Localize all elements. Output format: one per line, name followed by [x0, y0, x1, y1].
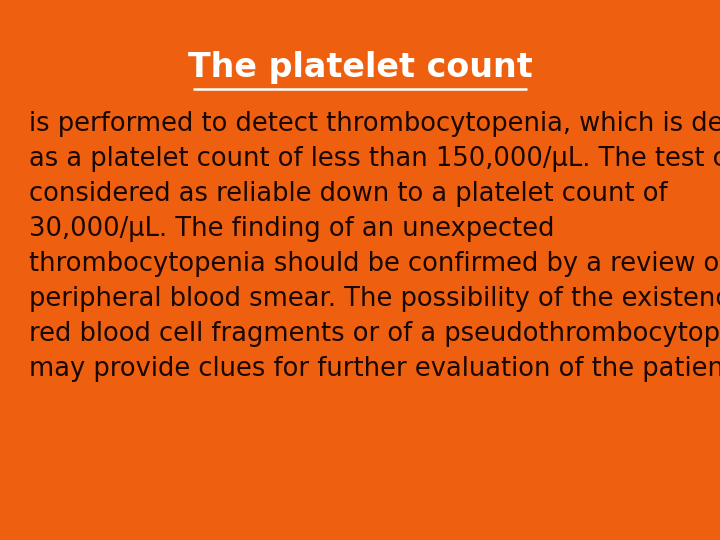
Text: is performed to detect thrombocytopenia, which is defined
as a platelet count of: is performed to detect thrombocytopenia,…: [29, 111, 720, 382]
Text: The platelet count: The platelet count: [188, 51, 532, 84]
